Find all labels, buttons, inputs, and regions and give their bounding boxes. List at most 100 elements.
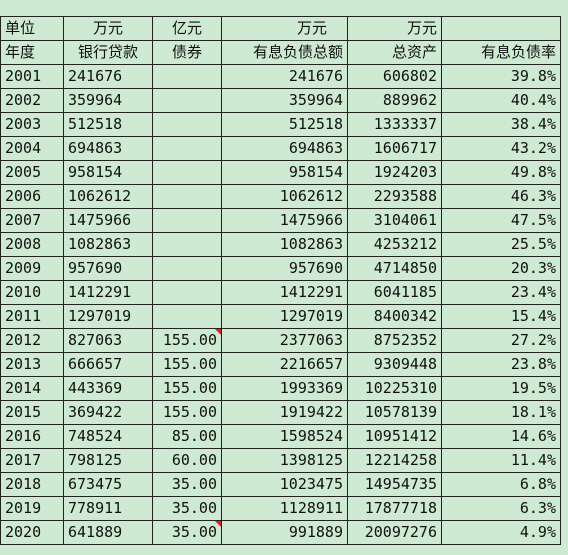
- ratio-cell[interactable]: 46.3%: [441, 184, 561, 209]
- loans-cell[interactable]: 241676: [63, 64, 153, 89]
- assets-cell[interactable]: 1606717: [347, 136, 442, 161]
- year-cell[interactable]: 2009: [0, 256, 64, 281]
- year-cell[interactable]: 2008: [0, 232, 64, 257]
- loans-cell[interactable]: 958154: [63, 160, 153, 185]
- debt-cell[interactable]: 241676: [221, 64, 348, 89]
- year-cell[interactable]: 2010: [0, 280, 64, 305]
- loans-cell[interactable]: 512518: [63, 112, 153, 137]
- ratio-cell[interactable]: 25.5%: [441, 232, 561, 257]
- debt-cell[interactable]: 1128911: [221, 496, 348, 521]
- assets-cell[interactable]: 17877718: [347, 496, 442, 521]
- assets-cell[interactable]: 1924203: [347, 160, 442, 185]
- bonds-cell[interactable]: 35.00: [152, 520, 222, 545]
- debt-cell[interactable]: 1297019: [221, 304, 348, 329]
- year-cell[interactable]: 2015: [0, 400, 64, 425]
- debt-cell[interactable]: 1919422: [221, 400, 348, 425]
- assets-cell[interactable]: 1333337: [347, 112, 442, 137]
- assets-cell[interactable]: 14954735: [347, 472, 442, 497]
- loans-cell[interactable]: 957690: [63, 256, 153, 281]
- ratio-cell[interactable]: 19.5%: [441, 376, 561, 401]
- year-cell[interactable]: 2013: [0, 352, 64, 377]
- ratio-cell[interactable]: 6.3%: [441, 496, 561, 521]
- loans-cell[interactable]: 798125: [63, 448, 153, 473]
- assets-cell[interactable]: 10578139: [347, 400, 442, 425]
- loans-cell[interactable]: 694863: [63, 136, 153, 161]
- bonds-cell[interactable]: 155.00: [152, 352, 222, 377]
- year-cell[interactable]: 2007: [0, 208, 64, 233]
- loans-cell[interactable]: 1297019: [63, 304, 153, 329]
- debt-cell[interactable]: 359964: [221, 88, 348, 113]
- debt-cell[interactable]: 1398125: [221, 448, 348, 473]
- ratio-cell[interactable]: 20.3%: [441, 256, 561, 281]
- assets-cell[interactable]: 3104061: [347, 208, 442, 233]
- loans-cell[interactable]: 1475966: [63, 208, 153, 233]
- assets-cell[interactable]: 8752352: [347, 328, 442, 353]
- bonds-cell[interactable]: [152, 208, 222, 233]
- bonds-cell[interactable]: [152, 184, 222, 209]
- assets-cell[interactable]: 12214258: [347, 448, 442, 473]
- loans-cell[interactable]: 369422: [63, 400, 153, 425]
- loans-cell[interactable]: 666657: [63, 352, 153, 377]
- year-cell[interactable]: 2002: [0, 88, 64, 113]
- year-cell[interactable]: 2005: [0, 160, 64, 185]
- debt-cell[interactable]: 694863: [221, 136, 348, 161]
- ratio-cell[interactable]: 15.4%: [441, 304, 561, 329]
- debt-cell[interactable]: 1475966: [221, 208, 348, 233]
- assets-cell[interactable]: 2293588: [347, 184, 442, 209]
- year-cell[interactable]: 2020: [0, 520, 64, 545]
- assets-cell[interactable]: 10225310: [347, 376, 442, 401]
- bonds-unit-cell[interactable]: 亿元: [152, 16, 222, 41]
- year-cell[interactable]: 2014: [0, 376, 64, 401]
- year-cell[interactable]: 2001: [0, 64, 64, 89]
- debt-cell[interactable]: 1062612: [221, 184, 348, 209]
- col-header-debt[interactable]: 有息负债总额: [221, 40, 348, 65]
- debt-cell[interactable]: 1082863: [221, 232, 348, 257]
- loans-cell[interactable]: 1412291: [63, 280, 153, 305]
- loans-cell[interactable]: 673475: [63, 472, 153, 497]
- assets-unit-cell[interactable]: 万元: [347, 16, 442, 41]
- assets-cell[interactable]: 4253212: [347, 232, 442, 257]
- year-cell[interactable]: 2006: [0, 184, 64, 209]
- bonds-cell[interactable]: [152, 160, 222, 185]
- col-header-bonds[interactable]: 债券: [152, 40, 222, 65]
- debt-cell[interactable]: 1023475: [221, 472, 348, 497]
- year-cell[interactable]: 2016: [0, 424, 64, 449]
- ratio-cell[interactable]: 38.4%: [441, 112, 561, 137]
- bonds-cell[interactable]: [152, 64, 222, 89]
- loans-cell[interactable]: 443369: [63, 376, 153, 401]
- year-cell[interactable]: 2017: [0, 448, 64, 473]
- loans-cell[interactable]: 1062612: [63, 184, 153, 209]
- ratio-cell[interactable]: 27.2%: [441, 328, 561, 353]
- bonds-cell[interactable]: [152, 304, 222, 329]
- year-cell[interactable]: 2012: [0, 328, 64, 353]
- col-header-ratio[interactable]: 有息负债率: [441, 40, 561, 65]
- bonds-cell[interactable]: [152, 232, 222, 257]
- debt-unit-cell[interactable]: 万元: [221, 16, 348, 41]
- loans-unit-cell[interactable]: 万元: [63, 16, 153, 41]
- debt-cell[interactable]: 958154: [221, 160, 348, 185]
- debt-cell[interactable]: 1993369: [221, 376, 348, 401]
- bonds-cell[interactable]: 155.00: [152, 400, 222, 425]
- debt-cell[interactable]: 1412291: [221, 280, 348, 305]
- loans-cell[interactable]: 359964: [63, 88, 153, 113]
- loans-cell[interactable]: 778911: [63, 496, 153, 521]
- loans-cell[interactable]: 641889: [63, 520, 153, 545]
- col-header-loans[interactable]: 银行贷款: [63, 40, 153, 65]
- debt-cell[interactable]: 2216657: [221, 352, 348, 377]
- assets-cell[interactable]: 20097276: [347, 520, 442, 545]
- loans-cell[interactable]: 827063: [63, 328, 153, 353]
- ratio-cell[interactable]: 43.2%: [441, 136, 561, 161]
- debt-cell[interactable]: 991889: [221, 520, 348, 545]
- year-cell[interactable]: 2019: [0, 496, 64, 521]
- bonds-cell[interactable]: 155.00: [152, 376, 222, 401]
- ratio-cell[interactable]: 39.8%: [441, 64, 561, 89]
- ratio-cell[interactable]: 11.4%: [441, 448, 561, 473]
- assets-cell[interactable]: 10951412: [347, 424, 442, 449]
- bonds-cell[interactable]: [152, 136, 222, 161]
- assets-cell[interactable]: 889962: [347, 88, 442, 113]
- assets-cell[interactable]: 4714850: [347, 256, 442, 281]
- bonds-cell[interactable]: [152, 88, 222, 113]
- ratio-cell[interactable]: 40.4%: [441, 88, 561, 113]
- bonds-cell[interactable]: [152, 256, 222, 281]
- ratio-unit-cell[interactable]: [441, 16, 561, 41]
